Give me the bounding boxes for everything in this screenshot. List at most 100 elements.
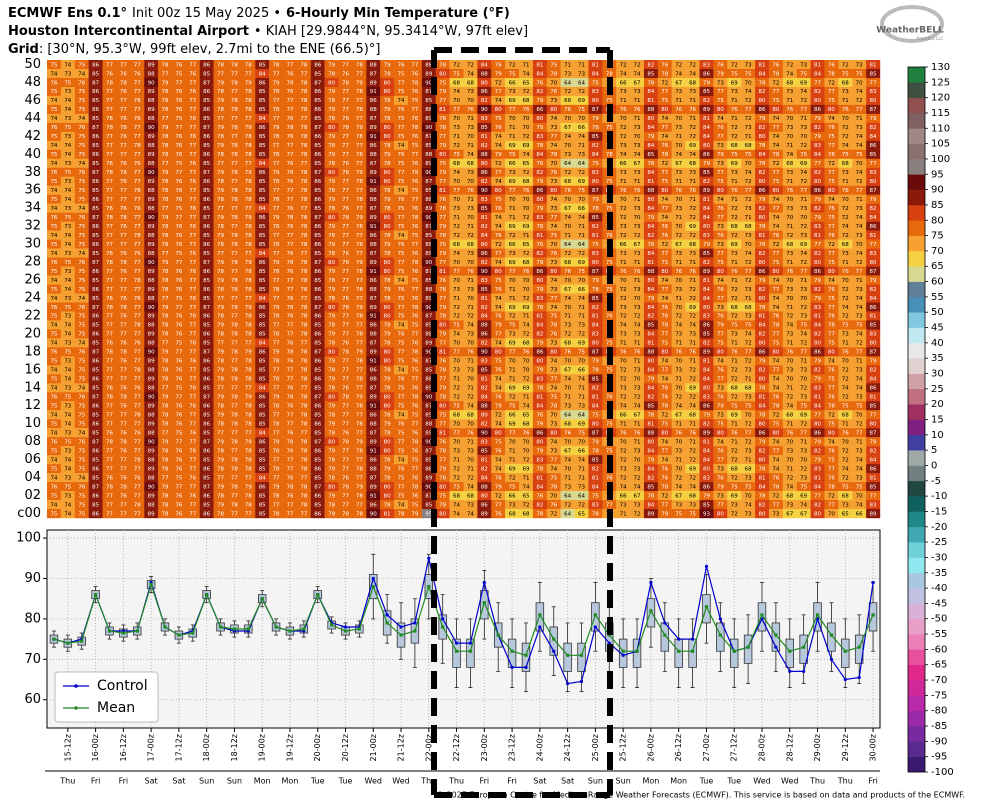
cell-value: 75 (842, 323, 849, 329)
cell-value: 76 (175, 422, 182, 428)
cell-value: 79 (217, 395, 224, 401)
cell-value: 85 (592, 215, 599, 221)
cell-value: 85 (259, 233, 266, 239)
cell-value: 75 (398, 386, 405, 392)
cell-value: 70 (786, 116, 793, 122)
cell-value: 71 (800, 359, 807, 365)
cell-value: 86 (814, 269, 821, 275)
cell-value: 72 (509, 62, 516, 68)
cell-value: 78 (300, 197, 307, 203)
cell-value: 77 (398, 125, 405, 131)
cell-value: 78 (273, 359, 280, 365)
cell-value: 75 (606, 341, 613, 347)
cell-value: 76 (828, 125, 835, 131)
cell-value: 75 (78, 314, 85, 320)
cell-value: 78 (342, 305, 349, 311)
cell-value: 81 (439, 188, 446, 194)
cell-value: 74 (772, 296, 779, 302)
cell-value: 76 (120, 269, 127, 275)
cell-value: 79 (439, 89, 446, 95)
cell-value: 83 (592, 332, 599, 338)
cell-value: 79 (162, 215, 169, 221)
cell-value: 76 (411, 89, 418, 95)
cell-value: 88 (148, 386, 155, 392)
cell-value: 70 (453, 197, 460, 203)
cell-value: 79 (814, 296, 821, 302)
cell-value: 89 (148, 332, 155, 338)
cell-value: 77 (453, 269, 460, 275)
cell-value: 78 (162, 89, 169, 95)
cell-value: 77 (342, 62, 349, 68)
cell-value: 69 (689, 386, 696, 392)
cell-value: 71 (467, 305, 474, 311)
cell-value: 76 (78, 125, 85, 131)
cell-value: 78 (162, 224, 169, 230)
cell-value: 72 (522, 215, 529, 221)
cell-value: 77 (398, 215, 405, 221)
cell-value: 80 (495, 269, 502, 275)
cell-value: 77 (342, 233, 349, 239)
cell-value: 66 (509, 161, 516, 167)
cell-value: 73 (717, 143, 724, 149)
cell-value: 88 (647, 269, 654, 275)
cell-value: 81 (647, 341, 654, 347)
cell-value: 77 (189, 125, 196, 131)
cell-value: 75 (411, 323, 418, 329)
cell-value: 70 (522, 206, 529, 212)
cell-value: 73 (634, 251, 641, 257)
cell-value: 72 (495, 242, 502, 248)
cell-value: 70 (550, 242, 557, 248)
cell-value: 79 (703, 242, 710, 248)
cell-value: 78 (273, 62, 280, 68)
cell-value: 66 (578, 287, 585, 293)
cell-value: 68 (564, 260, 571, 266)
cell-value: 77 (661, 368, 668, 374)
cell-value: 73 (467, 206, 474, 212)
cell-value: 69 (522, 386, 529, 392)
cell-value: 77 (273, 143, 280, 149)
cell-value: 78 (328, 413, 335, 419)
cell-value: 73 (745, 368, 752, 374)
cell-value: 72 (828, 413, 835, 419)
cell-value: 78 (439, 125, 446, 131)
cell-value: 75 (398, 206, 405, 212)
cell-value: 76 (120, 404, 127, 410)
cell-value: 71 (620, 179, 627, 185)
cell-value: 77 (134, 242, 141, 248)
cell-value: 72 (689, 125, 696, 131)
cell-value: 75 (828, 98, 835, 104)
cell-value: 78 (162, 188, 169, 194)
cell-value: 78 (550, 71, 557, 77)
cell-value: 76 (120, 251, 127, 257)
cell-value: 74 (856, 251, 863, 257)
cell-value: 76 (50, 395, 57, 401)
cell-value: 70 (453, 116, 460, 122)
cell-value: 78 (134, 278, 141, 284)
cell-value: 79 (384, 287, 391, 293)
cell-value: 81 (439, 107, 446, 113)
cell-value: 79 (758, 116, 765, 122)
cell-value: 78 (439, 62, 446, 68)
cell-value: 88 (148, 116, 155, 122)
cell-value: 79 (162, 395, 169, 401)
cell-value: 73 (800, 368, 807, 374)
cell-value: 81 (647, 179, 654, 185)
cell-value: 72 (564, 89, 571, 95)
cell-value: 75 (398, 359, 405, 365)
cell-value: 78 (286, 260, 293, 266)
cell-value: 78 (273, 197, 280, 203)
cell-value: 77 (134, 80, 141, 86)
cell-value: 68 (522, 179, 529, 185)
cell-value: 85 (259, 62, 266, 68)
cell-value: 71 (509, 368, 516, 374)
cell-value: 75 (64, 305, 71, 311)
cell-value: 70 (675, 224, 682, 230)
cell-value: 78 (300, 170, 307, 176)
cell-value: 77 (300, 206, 307, 212)
cell-value: 74 (786, 71, 793, 77)
cell-value: 77 (356, 98, 363, 104)
cell-value: 77 (661, 251, 668, 257)
cell-value: 78 (286, 125, 293, 131)
cell-value: 80 (328, 350, 335, 356)
cell-value: 76 (536, 80, 543, 86)
